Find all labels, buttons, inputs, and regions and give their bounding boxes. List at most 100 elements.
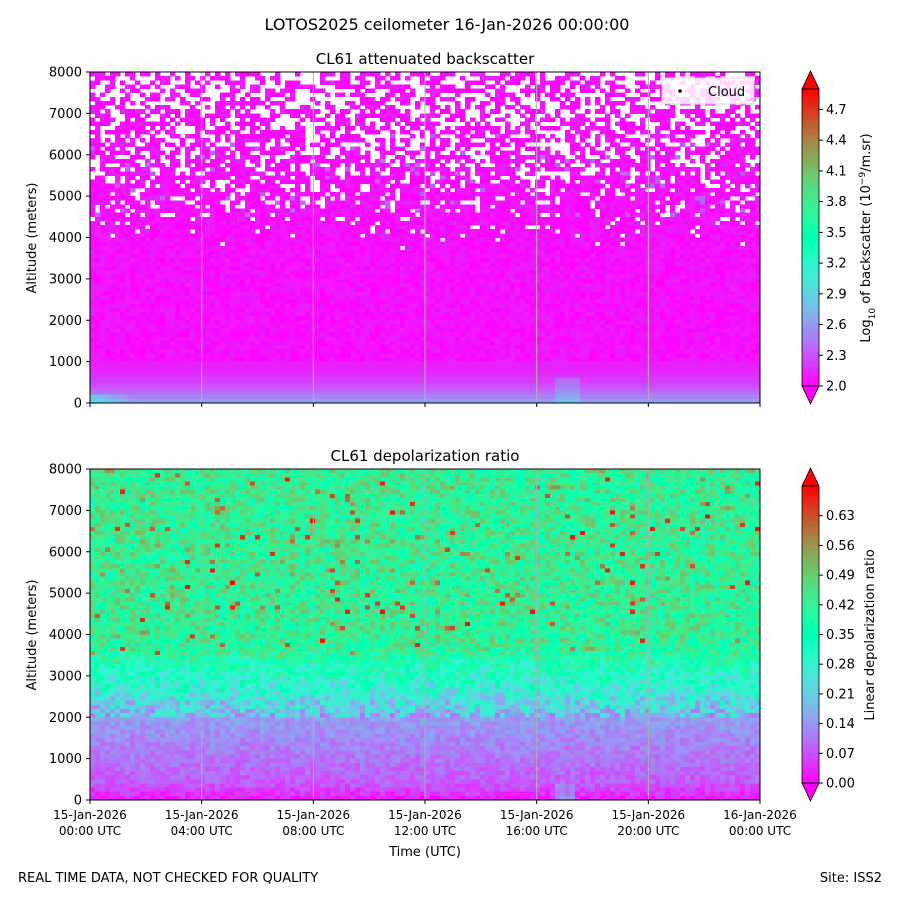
backscatter-cell [200, 237, 206, 243]
backscatter-cell [235, 245, 241, 251]
backscatter-cell [690, 212, 696, 218]
backscatter-cell [195, 200, 201, 205]
backscatter-cell [375, 100, 381, 106]
backscatter-cell [365, 200, 371, 205]
backscatter-cell [295, 125, 301, 131]
backscatter-cell [130, 175, 136, 180]
backscatter-cell [455, 97, 465, 102]
backscatter-cell [705, 171, 711, 176]
backscatter-cell [95, 100, 101, 106]
backscatter-cell [220, 171, 226, 176]
backscatter-cell [440, 72, 446, 77]
backscatter-cell [665, 134, 671, 139]
backscatter-cell [560, 237, 566, 243]
backscatter-cell [335, 130, 345, 135]
backscatter-cell [135, 167, 141, 172]
backscatter-cell [595, 229, 601, 234]
backscatter-cell [300, 113, 305, 118]
backscatter-cell [245, 150, 251, 156]
backscatter-cell [445, 229, 451, 234]
backscatter-cell [735, 229, 741, 234]
backscatter-cell [545, 89, 550, 94]
backscatter-cell [520, 220, 526, 226]
backscatter-cell [260, 200, 266, 205]
backscatter-cell [335, 225, 341, 230]
backscatter-cell [510, 167, 516, 172]
backscatter-cell [645, 80, 650, 85]
backscatter-cell [470, 72, 476, 77]
backscatter-cell [370, 142, 380, 147]
backscatter-cell [740, 134, 745, 139]
backscatter-cell [125, 92, 131, 98]
backscatter-cell [460, 180, 465, 185]
backscatter-cell [490, 76, 496, 81]
backscatter-cell [640, 92, 646, 98]
backscatter-cell [370, 208, 376, 214]
backscatter-cell [340, 84, 346, 89]
backscatter-cell [190, 142, 196, 147]
backscatter-cell [430, 109, 436, 114]
backscatter-cell [655, 221, 660, 226]
backscatter-cell [600, 212, 606, 218]
backscatter-cell [615, 100, 621, 106]
backscatter-cell [425, 208, 431, 214]
backscatter-cell [525, 200, 531, 205]
backscatter-cell [590, 109, 595, 114]
backscatter-cell [270, 187, 276, 193]
backscatter-cell [570, 241, 576, 247]
backscatter-cell [640, 84, 646, 89]
backscatter-cell [550, 216, 556, 222]
backscatter-cell [220, 134, 225, 139]
backscatter-cell [460, 129, 466, 135]
backscatter-cell [450, 154, 456, 160]
backscatter-cell [305, 233, 311, 238]
backscatter-cell [695, 113, 701, 118]
backscatter-cell [115, 225, 121, 230]
backscatter-cell [125, 117, 131, 123]
backscatter-cell [395, 175, 401, 180]
backscatter-cell [290, 241, 296, 247]
backscatter-cell [435, 163, 440, 168]
backscatter-cell [455, 216, 461, 222]
backscatter-cell [135, 76, 155, 81]
backscatter-cell [730, 179, 736, 185]
backscatter-cell [585, 117, 591, 123]
backscatter-cell [330, 225, 336, 230]
backscatter-cell [240, 183, 246, 189]
backscatter-cell [345, 196, 351, 201]
backscatter-cell [330, 163, 336, 168]
backscatter-cell [280, 237, 286, 243]
backscatter-cell [340, 109, 346, 114]
backscatter-cell [415, 245, 421, 251]
backscatter-cell [400, 92, 406, 98]
backscatter-cell [260, 208, 266, 214]
backscatter-cell [415, 213, 420, 218]
backscatter-cell [510, 204, 516, 209]
backscatter-cell [660, 216, 666, 222]
backscatter-cell [595, 150, 601, 156]
backscatter-cell [415, 117, 421, 123]
backscatter-cell [270, 97, 285, 102]
backscatter-cell [235, 72, 241, 77]
backscatter-cell [185, 191, 191, 197]
backscatter-cell [255, 100, 261, 106]
backscatter-cell [385, 96, 391, 102]
backscatter-cell [250, 121, 256, 127]
backscatter-cell [605, 167, 610, 172]
backscatter-cell [340, 134, 346, 139]
backscatter-cell [475, 171, 481, 176]
backscatter-cell [575, 109, 585, 114]
backscatter-cell [365, 109, 370, 114]
backscatter-cell [415, 167, 421, 172]
backscatter-cell [115, 191, 121, 197]
backscatter-cell [675, 225, 681, 230]
backscatter-cell [285, 208, 291, 214]
backscatter-cell [405, 92, 411, 98]
backscatter-cell [325, 134, 330, 139]
backscatter-cell [165, 183, 171, 189]
backscatter-cell [640, 196, 646, 201]
backscatter-cell [90, 183, 96, 189]
backscatter-cell [455, 187, 461, 193]
backscatter-cell [490, 93, 495, 98]
backscatter-cell [465, 237, 471, 243]
